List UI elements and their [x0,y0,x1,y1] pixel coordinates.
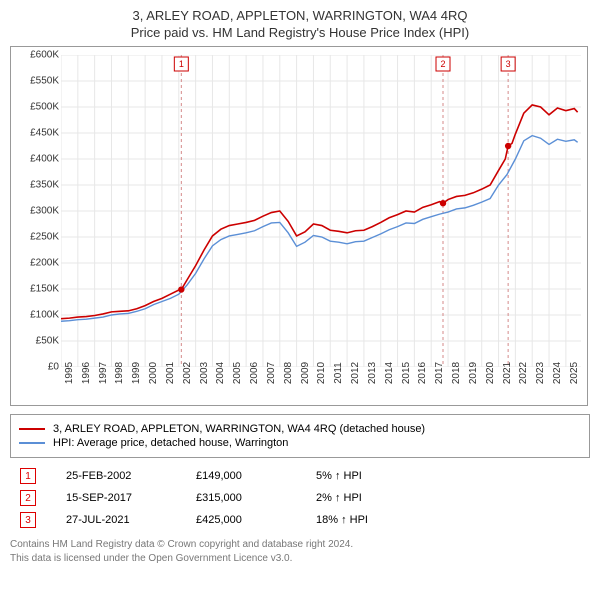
marker-badge: 2 [20,490,36,506]
y-tick-label: £400K [11,154,59,165]
x-tick-label: 1996 [81,362,92,384]
x-tick-label: 2025 [569,362,580,384]
x-tick-label: 1998 [114,362,125,384]
marker-price: £425,000 [196,514,316,526]
x-tick-label: 1995 [64,362,75,384]
legend-row: 3, ARLEY ROAD, APPLETON, WARRINGTON, WA4… [19,423,581,435]
x-tick-label: 2019 [468,362,479,384]
y-tick-label: £200K [11,258,59,269]
x-tick-label: 2015 [401,362,412,384]
x-tick-label: 1999 [131,362,142,384]
y-tick-label: £300K [11,206,59,217]
marker-date: 15-SEP-2017 [66,492,196,504]
marker-price: £315,000 [196,492,316,504]
legend-text: 3, ARLEY ROAD, APPLETON, WARRINGTON, WA4… [53,423,425,435]
svg-text:2: 2 [440,59,445,69]
x-tick-label: 2003 [199,362,210,384]
y-tick-label: £450K [11,128,59,139]
svg-text:1: 1 [179,59,184,69]
x-tick-label: 2018 [451,362,462,384]
marker-price: £149,000 [196,470,316,482]
attribution-line2: This data is licensed under the Open Gov… [10,552,590,566]
y-tick-label: £250K [11,232,59,243]
marker-badge: 3 [20,512,36,528]
y-tick-label: £600K [11,50,59,61]
plot-area: 1 2 3 [61,55,581,367]
y-tick-label: £0 [11,362,59,373]
x-tick-label: 2021 [502,362,513,384]
x-tick-label: 2022 [518,362,529,384]
y-tick-label: £150K [11,284,59,295]
x-tick-label: 2017 [434,362,445,384]
y-tick-label: £100K [11,310,59,321]
x-tick-label: 1997 [98,362,109,384]
x-tick-label: 2013 [367,362,378,384]
svg-text:3: 3 [506,59,511,69]
chart-svg: 1 2 3 [61,55,581,367]
legend-swatch [19,442,45,444]
x-tick-label: 2012 [350,362,361,384]
marker-hpi: 5% ↑ HPI [316,470,362,482]
legend-row: HPI: Average price, detached house, Warr… [19,437,581,449]
x-tick-label: 2024 [552,362,563,384]
marker-row: 3 27-JUL-2021£425,00018% ↑ HPI [10,512,590,528]
x-tick-label: 2000 [148,362,159,384]
marker-hpi: 18% ↑ HPI [316,514,368,526]
y-tick-label: £350K [11,180,59,191]
marker-date: 27-JUL-2021 [66,514,196,526]
attribution-line1: Contains HM Land Registry data © Crown c… [10,538,590,552]
x-tick-label: 2005 [232,362,243,384]
marker-badge: 1 [20,468,36,484]
x-tick-label: 2014 [384,362,395,384]
attribution: Contains HM Land Registry data © Crown c… [10,538,590,565]
x-tick-label: 2009 [300,362,311,384]
x-tick-label: 2020 [485,362,496,384]
title-subtitle: Price paid vs. HM Land Registry's House … [10,25,590,40]
marker-date: 25-FEB-2002 [66,470,196,482]
marker-row: 1 25-FEB-2002£149,0005% ↑ HPI [10,468,590,484]
chart-container: 1 2 3 £0 £50K £100K £150K £200K £250K £300K £350K… [10,46,588,406]
markers-table: 1 25-FEB-2002£149,0005% ↑ HPI 2 15-SEP-2017… [10,468,590,528]
x-tick-label: 2004 [215,362,226,384]
y-tick-label: £550K [11,76,59,87]
y-tick-label: £50K [11,336,59,347]
x-tick-label: 2006 [249,362,260,384]
x-tick-label: 2001 [165,362,176,384]
marker-hpi: 2% ↑ HPI [316,492,362,504]
x-tick-label: 2002 [182,362,193,384]
x-tick-label: 2007 [266,362,277,384]
x-tick-label: 2011 [333,362,344,384]
chart-titles: 3, ARLEY ROAD, APPLETON, WARRINGTON, WA4… [10,8,590,40]
title-address: 3, ARLEY ROAD, APPLETON, WARRINGTON, WA4… [10,8,590,23]
marker-row: 2 15-SEP-2017£315,0002% ↑ HPI [10,490,590,506]
y-tick-label: £500K [11,102,59,113]
legend-swatch [19,428,45,430]
x-tick-label: 2010 [316,362,327,384]
x-tick-label: 2023 [535,362,546,384]
legend: 3, ARLEY ROAD, APPLETON, WARRINGTON, WA4… [10,414,590,458]
x-tick-label: 2016 [417,362,428,384]
legend-text: HPI: Average price, detached house, Warr… [53,437,288,449]
x-tick-label: 2008 [283,362,294,384]
